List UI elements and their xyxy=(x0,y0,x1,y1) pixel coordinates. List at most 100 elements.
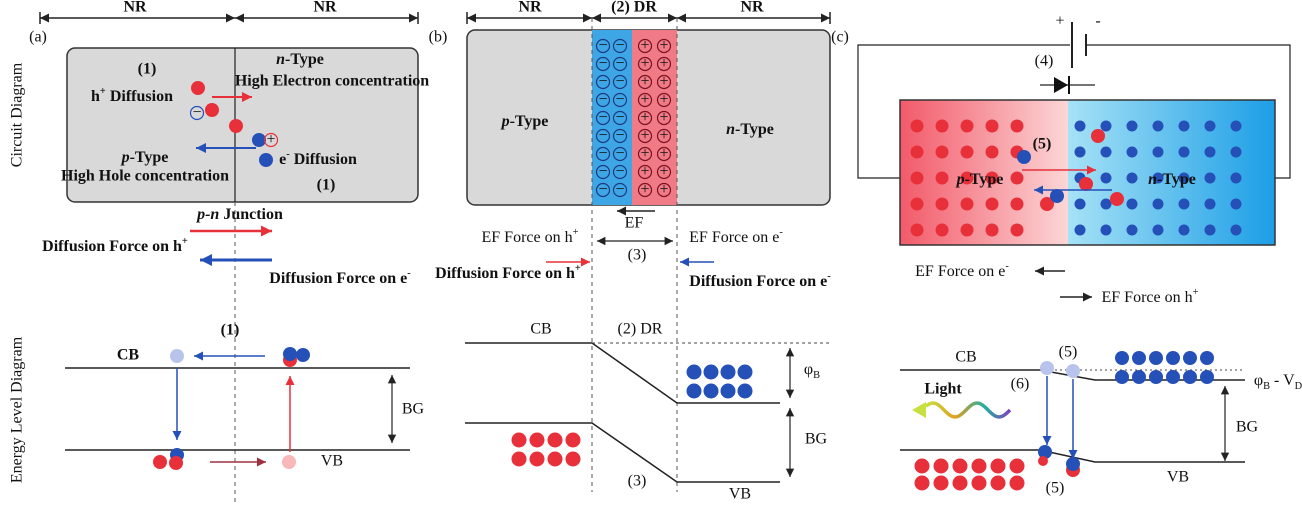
carrier xyxy=(1230,198,1242,210)
carrier xyxy=(283,347,297,361)
label-part: Diffusion Force on h xyxy=(435,265,575,282)
carrier xyxy=(1200,370,1214,384)
arrow-head xyxy=(1083,292,1092,302)
carrier xyxy=(990,475,1006,491)
arrow-head xyxy=(172,431,182,440)
label: (1) xyxy=(317,177,336,194)
label: NR xyxy=(518,0,542,16)
arrow-head xyxy=(597,236,606,246)
carrier xyxy=(1100,146,1112,158)
carrier xyxy=(1091,129,1105,143)
arrow-head xyxy=(677,13,686,23)
charge xyxy=(656,74,672,90)
carrier xyxy=(686,364,702,380)
label: NR xyxy=(313,0,337,16)
label: n-Type xyxy=(726,121,774,138)
charge xyxy=(612,74,628,90)
carrier xyxy=(1204,224,1216,236)
label-part: - xyxy=(286,149,290,160)
charge-sign: − xyxy=(598,109,607,126)
carrier xyxy=(1204,120,1216,132)
carrier xyxy=(1010,223,1024,237)
arrow-head xyxy=(235,13,244,23)
charge-sign: + xyxy=(659,127,668,144)
label-part: - xyxy=(1005,261,1009,272)
charge xyxy=(656,110,672,126)
arrow-head xyxy=(1220,452,1230,461)
charge xyxy=(656,146,672,162)
charge xyxy=(612,128,628,144)
label: (3) xyxy=(628,247,647,264)
arrow-head xyxy=(257,457,266,467)
label-part: + xyxy=(573,227,579,238)
label: (b) xyxy=(429,29,448,46)
carrier xyxy=(1152,224,1164,236)
arrow-head xyxy=(261,225,272,237)
carrier xyxy=(529,451,545,467)
charge-sign: − xyxy=(615,127,624,144)
charge-sign: − xyxy=(598,127,607,144)
carrier xyxy=(1152,120,1164,132)
label: p-Type xyxy=(120,149,169,166)
label: Diffusion Force on e- xyxy=(269,268,411,287)
charge-sign: + xyxy=(659,37,668,54)
carrier xyxy=(1166,351,1180,365)
carrier xyxy=(952,475,968,491)
carrier xyxy=(737,364,753,380)
carrier xyxy=(985,119,999,133)
label: EF Force on h+ xyxy=(482,227,579,246)
carrier xyxy=(170,349,184,363)
carrier xyxy=(720,383,736,399)
carrier xyxy=(1074,198,1086,210)
carrier xyxy=(1149,351,1163,365)
label: (4) xyxy=(1035,53,1054,70)
carrier xyxy=(1038,456,1048,466)
label: VB xyxy=(729,486,751,503)
label: n-Type xyxy=(276,51,324,68)
carrier xyxy=(1074,224,1086,236)
charge-sign: + xyxy=(640,181,649,198)
carrier xyxy=(952,458,968,474)
label-part: EF Force on e xyxy=(689,229,779,246)
carrier xyxy=(1010,119,1024,133)
carrier xyxy=(985,145,999,159)
wire xyxy=(857,44,1070,179)
charge-sign: − xyxy=(615,91,624,108)
arrow-head xyxy=(409,13,418,23)
arrow-head xyxy=(242,92,252,102)
charge-sign: + xyxy=(659,55,668,72)
charge xyxy=(656,92,672,108)
label: (2) DR xyxy=(618,321,663,338)
carrier xyxy=(565,432,581,448)
charge-sign: − xyxy=(615,163,624,180)
charge-sign: − xyxy=(615,73,624,90)
carrier xyxy=(910,197,924,211)
charge xyxy=(637,110,653,126)
carrier xyxy=(720,364,736,380)
label: - xyxy=(1095,13,1100,30)
label: (5) xyxy=(1033,136,1052,153)
carrier xyxy=(1178,146,1190,158)
carrier xyxy=(565,451,581,467)
carrier xyxy=(1183,370,1197,384)
label-part: -Type xyxy=(1157,171,1196,188)
label: (5) xyxy=(1046,480,1065,497)
arrow-head xyxy=(194,351,203,361)
charge xyxy=(637,128,653,144)
carrier xyxy=(1074,120,1086,132)
charge xyxy=(263,132,279,148)
charge xyxy=(612,56,628,72)
carrier xyxy=(511,451,527,467)
charge xyxy=(637,38,653,54)
label: (6) xyxy=(1011,376,1030,393)
arrow-head xyxy=(668,13,677,23)
arrow-head xyxy=(785,468,795,477)
label-part: + xyxy=(100,86,106,97)
carrier xyxy=(169,456,183,470)
charge-sign: + xyxy=(640,127,649,144)
carrier xyxy=(1038,445,1052,459)
label: BG xyxy=(805,431,828,448)
charge-sign: − xyxy=(598,55,607,72)
charge-sign: + xyxy=(659,73,668,90)
carrier xyxy=(914,458,930,474)
